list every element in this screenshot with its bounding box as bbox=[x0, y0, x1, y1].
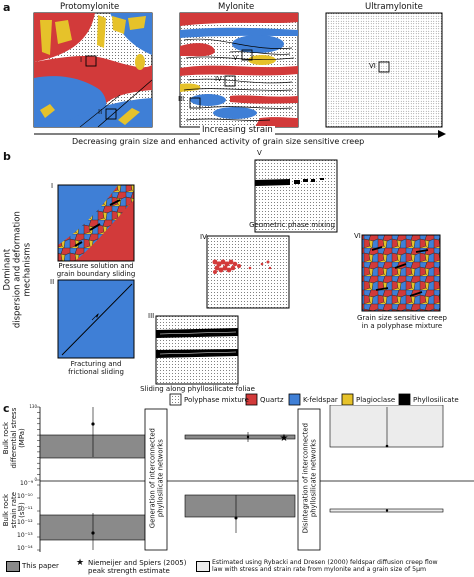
caption-VI-line-1: Grain size sensitive creep bbox=[357, 314, 447, 322]
rate-tick-label-14: 10⁻¹⁴ bbox=[17, 545, 33, 552]
caption-III: Sliding along phyllosilicate foliae bbox=[140, 385, 255, 393]
footer-star-text: Niemeijer and Spiers (2005) peak strengt… bbox=[88, 559, 186, 576]
caption-I: Pressure solution and grain boundary sli… bbox=[44, 262, 148, 278]
footer-star-line-1: Niemeijer and Spiers (2005) bbox=[88, 559, 187, 567]
generation-text: Generation of interconnected phyllosilic… bbox=[148, 408, 164, 549]
disintegration-line-1: Disintegration of interconnected bbox=[301, 423, 310, 534]
caption-I-line-1: Pressure solution and bbox=[58, 262, 134, 270]
generation-line-1: Generation of interconnected bbox=[148, 428, 157, 529]
roman-VI: VI bbox=[354, 232, 361, 240]
panel-c-chart: ★ bbox=[37, 405, 474, 552]
protomylonite-box bbox=[33, 12, 153, 128]
footer-est-line-2: law with stress and strain rate from myl… bbox=[212, 566, 427, 574]
stress-bar-protomylonite bbox=[39, 434, 146, 459]
rate-point-ultramylonite bbox=[385, 509, 389, 512]
footer-star-icon: ★ bbox=[76, 558, 85, 568]
marker-a-IV: IV bbox=[215, 75, 222, 83]
stress-bar-mylonite bbox=[184, 434, 296, 440]
legend-swatch-quartz bbox=[245, 393, 258, 406]
rate-tick-label-10: 10⁻¹⁰ bbox=[17, 493, 33, 500]
detail-II bbox=[57, 279, 135, 359]
caption-II-line-2: frictional sliding bbox=[68, 368, 124, 377]
roman-II: II bbox=[50, 278, 55, 286]
marker-a-III: III bbox=[178, 95, 185, 103]
marker-a-II: II bbox=[98, 108, 103, 116]
marker-a-I: I bbox=[80, 56, 83, 64]
caption-II-line-1: Fracturing and bbox=[70, 360, 122, 368]
caption-IV: Geometric phase mixing bbox=[249, 221, 335, 229]
caption-I-line-2: grain boundary sliding bbox=[56, 270, 136, 279]
panel-b-letter: b bbox=[3, 150, 11, 163]
rate-point-protomylonite bbox=[91, 531, 95, 535]
panel-b-figure bbox=[57, 159, 441, 385]
legend-label-kfeldspar: K-feldspar bbox=[303, 396, 338, 404]
stress-bar-ultramylonite bbox=[329, 405, 444, 448]
detail-VI bbox=[361, 234, 441, 312]
legend-swatch-phyllosilicate bbox=[398, 393, 411, 406]
panel-c-letter: c bbox=[3, 402, 10, 415]
detail-V bbox=[254, 159, 338, 233]
legend-label-quartz: Quartz bbox=[260, 396, 284, 404]
rate-ticks bbox=[37, 484, 40, 551]
caption-VI-line-2: in a polyphase mixture bbox=[361, 322, 443, 331]
ultramylonite-title: Ultramylonite bbox=[365, 2, 423, 12]
rate-bar-protomylonite bbox=[39, 514, 146, 541]
roman-IV: IV bbox=[200, 233, 207, 241]
generation-line-2: phyllosilicate networks bbox=[156, 439, 165, 518]
legend-swatch-kfeldspar bbox=[288, 393, 301, 406]
detail-IV bbox=[206, 235, 290, 309]
detail-I bbox=[57, 184, 135, 262]
roman-V: V bbox=[257, 149, 262, 157]
stress-tick-label-130: 130 bbox=[29, 404, 37, 409]
rate-point-mylonite bbox=[234, 516, 238, 520]
rate-tick-label-12: 10⁻¹² bbox=[17, 519, 33, 526]
caption-VI: Grain size sensitive creep in a polyphas… bbox=[350, 314, 454, 330]
rate-tick-label-9: 10⁻⁹ bbox=[20, 480, 34, 487]
mylonite-box bbox=[179, 12, 299, 128]
star-marker: ★ bbox=[280, 433, 289, 444]
marker-a-VI: VI bbox=[369, 62, 376, 70]
panel-a-letter: a bbox=[3, 1, 11, 14]
legend-swatch-plagioclase bbox=[341, 393, 354, 406]
ultramylonite-box bbox=[325, 12, 443, 128]
marker-a-V: V bbox=[233, 54, 238, 62]
mylonite-title: Mylonite bbox=[218, 2, 255, 12]
footer-swatch-estimated bbox=[196, 561, 210, 572]
rate-tick-label-11: 10⁻¹¹ bbox=[17, 506, 33, 513]
stress-point-protomylonite bbox=[91, 422, 95, 426]
protomylonite-title: Protomylonite bbox=[60, 2, 120, 12]
stress-tick-label-0: 0 bbox=[34, 477, 37, 482]
footer-swatch-this-paper bbox=[6, 561, 20, 572]
roman-I: I bbox=[51, 182, 54, 190]
legend-label-plagioclase: Plagioclase bbox=[356, 396, 396, 404]
footer-star-line-2: peak strength estimate bbox=[88, 567, 170, 576]
legend-label-phyllosilicate: Phyllosilicate bbox=[413, 396, 459, 404]
footer-estimated-text: Estimated using Rybacki and Dresen (2000… bbox=[212, 559, 438, 574]
stress-point-ultramylonite bbox=[385, 444, 389, 448]
footer-label-this-paper: This paper bbox=[22, 562, 59, 570]
footer-est-line-1: Estimated using Rybacki and Dresen (2000… bbox=[212, 559, 438, 566]
increasing-strain-label: Increasing strain bbox=[200, 125, 275, 135]
legend-swatch-polyphase bbox=[169, 393, 182, 406]
roman-III: III bbox=[148, 312, 155, 320]
disintegration-text: Disintegration of interconnected phyllos… bbox=[301, 408, 317, 549]
rate-tick-label-13: 10⁻¹³ bbox=[17, 532, 33, 539]
grain-size-label: Decreasing grain size and enhanced activ… bbox=[72, 137, 365, 146]
generation-box bbox=[144, 408, 168, 551]
disintegration-box bbox=[297, 408, 321, 551]
rate-bar-mylonite bbox=[184, 494, 296, 518]
panel-a-figure bbox=[33, 12, 446, 138]
disintegration-line-2: phyllosilicate networks bbox=[309, 439, 318, 518]
detail-III bbox=[155, 315, 239, 385]
stress-ticks bbox=[37, 406, 40, 481]
stress-point-mylonite bbox=[246, 435, 250, 439]
legend-label-polyphase: Polyphase mixture bbox=[184, 396, 249, 404]
caption-II: Fracturing and frictional sliding bbox=[44, 360, 148, 376]
